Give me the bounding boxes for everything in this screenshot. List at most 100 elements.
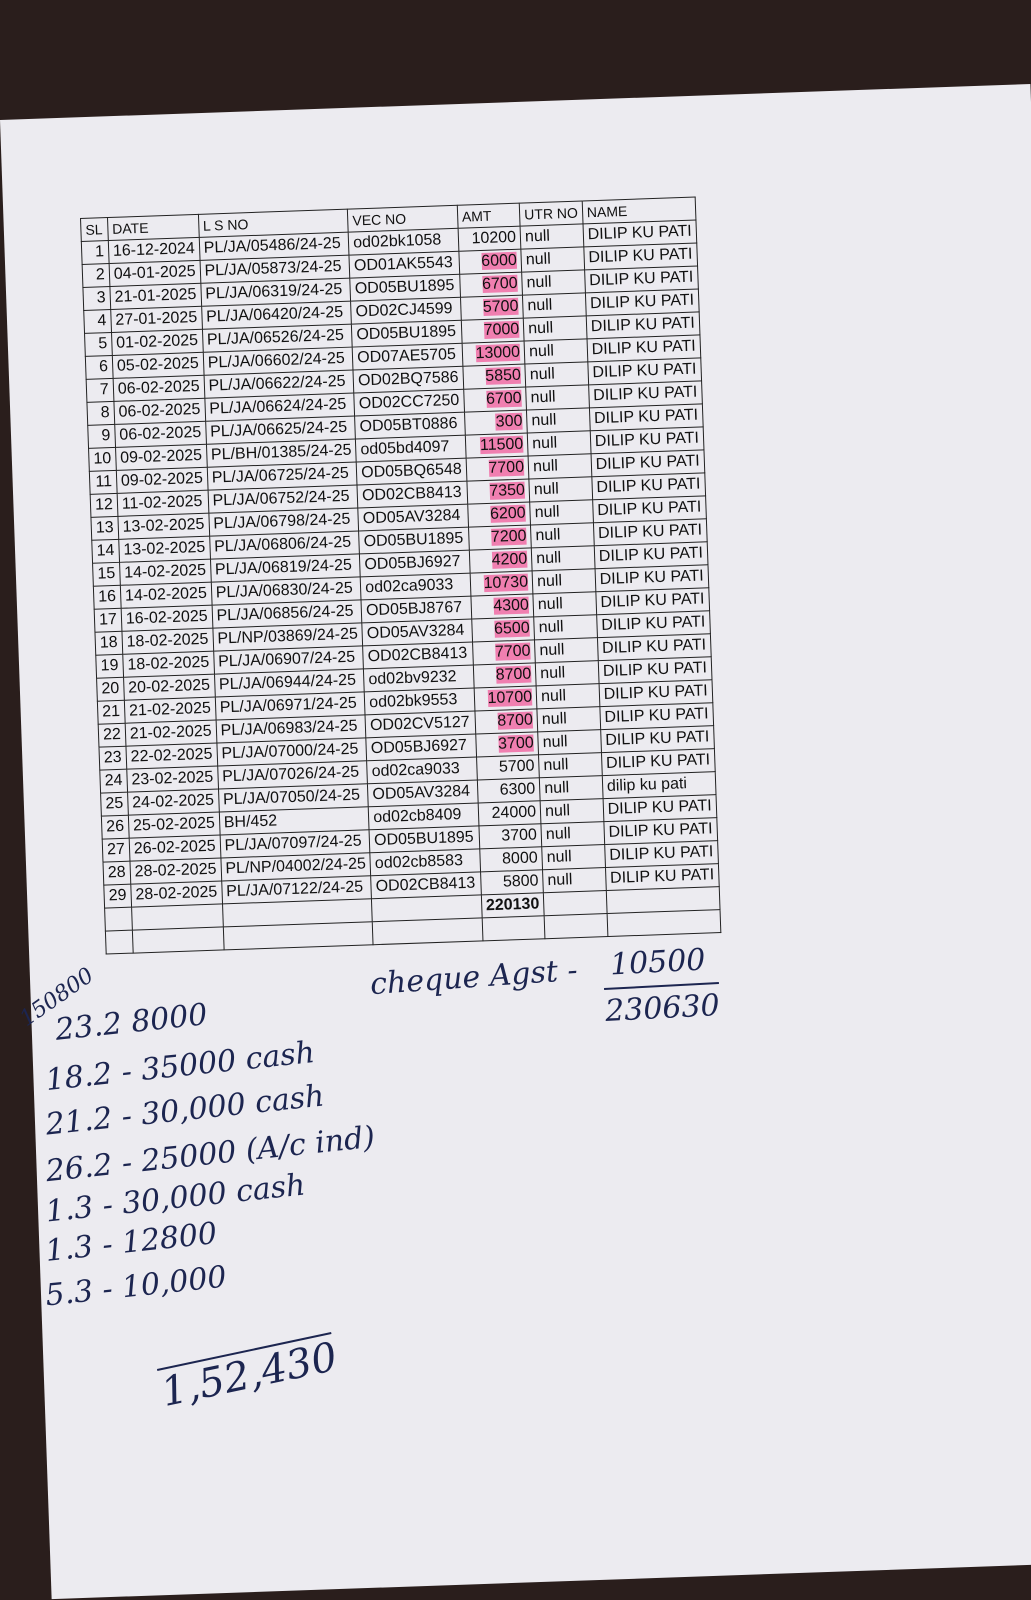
cell-text: PL/JA/06319/24-25 [205, 280, 343, 303]
cell: null [526, 407, 591, 434]
cell-text: OD05BT0886 [359, 414, 458, 436]
cell-text: OD01AK5543 [353, 254, 453, 275]
cell-text: null [537, 595, 564, 614]
cell-text: 28-02-2025 [134, 860, 217, 881]
cell: 26 [101, 815, 129, 840]
cell-text: PL/JA/06983/24-25 [220, 717, 358, 740]
cell: 2 [82, 263, 110, 288]
cell-text: 7700 [494, 642, 531, 661]
cell-text: 12 [94, 496, 114, 514]
cell-text: 7 [99, 381, 110, 399]
cell-text: DILIP KU PATI [607, 797, 712, 818]
cell: 5700 [476, 754, 540, 780]
cell-text: 18-02-2025 [126, 630, 209, 651]
cell-text: 6300 [499, 780, 536, 799]
cell-text: OD05BJ6927 [370, 736, 468, 758]
cell-text: PL/JA/05873/24-25 [204, 257, 342, 280]
cell-text: PL/NP/04002/24-25 [225, 855, 367, 878]
cell-text: DILIP KU PATI [592, 360, 697, 382]
cell-text: OD02CV5127 [369, 713, 470, 735]
cell-text: od02cb8583 [374, 852, 464, 873]
cell: null [534, 637, 599, 663]
cell-text: 5700 [482, 297, 519, 316]
cell: 04-01-2025 [108, 260, 201, 287]
cell: 27 [102, 838, 130, 863]
header-cell: AMT [456, 203, 521, 229]
cell-text: 27 [106, 840, 126, 859]
cell: 16 [93, 585, 121, 610]
cell-text: null [532, 457, 559, 476]
cell-text: 27-01-2025 [115, 308, 198, 329]
cell: 13000 [461, 341, 525, 367]
cell: 20 [96, 677, 125, 702]
cell: null [524, 338, 588, 365]
cell-text: null [545, 825, 572, 844]
cell: 220130 [481, 892, 545, 918]
cell-text: 06-02-2025 [117, 377, 200, 398]
cell: 21-02-2025 [124, 697, 216, 724]
cell: 18 [94, 631, 123, 656]
cell-text: od02bk9553 [368, 691, 458, 712]
cell-text: PL/JA/06830/24-25 [215, 579, 354, 602]
cell-text: OD02CB8413 [367, 644, 468, 666]
cell: 05-02-2025 [112, 352, 204, 379]
cell: null [533, 614, 598, 640]
cell: 7000 [461, 318, 525, 344]
cell-text: null [531, 411, 557, 430]
cell: 15 [92, 562, 121, 587]
cell-text: PL/JA/07026/24-25 [221, 763, 360, 786]
cell-text: DILIP KU PATI [587, 222, 692, 244]
cell-text: 25-02-2025 [132, 814, 216, 835]
cell: 11-02-2025 [116, 490, 209, 517]
cell-text: PL/JA/06856/24-25 [216, 602, 354, 625]
cell-text: 10200 [471, 228, 517, 248]
cell-text: OD05BU1895 [363, 529, 464, 551]
cell: null [536, 683, 600, 709]
cell: 23-02-2025 [126, 766, 219, 793]
cell: 7 [86, 378, 114, 403]
cell-text: null [524, 227, 551, 246]
cell-text: null [527, 319, 554, 338]
total: 220130 [485, 895, 540, 915]
cell-text: 7000 [483, 320, 520, 339]
cell: null [541, 821, 605, 847]
cell: 13 [90, 516, 119, 541]
cell-text: 01-02-2025 [115, 331, 199, 352]
cell: 01-02-2025 [111, 329, 203, 356]
cell: 8 [86, 401, 115, 426]
cell-text: 21-01-2025 [114, 285, 197, 306]
cell-text: PL/JA/06725/24-25 [211, 464, 350, 487]
cell: 3700 [475, 731, 539, 757]
cell: 21-01-2025 [109, 283, 202, 310]
cell-text: 26 [105, 817, 125, 836]
header-cell: SL [80, 217, 109, 242]
cell-text: 11500 [479, 435, 524, 455]
cell-text: OD07AE5705 [356, 345, 457, 367]
cell: 14-02-2025 [120, 582, 212, 609]
cell: 10730 [469, 570, 533, 597]
cell: null [531, 545, 595, 571]
cell-text: 6000 [480, 251, 518, 271]
cell-text: 16-12-2024 [112, 240, 196, 260]
cell-text: od02ca9033 [371, 760, 461, 781]
cell-text: null [535, 549, 562, 568]
cell-text: OD05BU1895 [354, 276, 455, 298]
cheque-amount: 10500 [609, 942, 707, 983]
cheque-total: 230630 [604, 982, 721, 1029]
cell-text: DILIP KU PATI [605, 751, 711, 772]
cell-text: PL/JA/06622/24-25 [208, 372, 346, 395]
cell-text: OD05BU1895 [356, 322, 457, 344]
cell-text: OD05AV3284 [366, 621, 465, 643]
cell-text: DILIP KU PATI [590, 314, 696, 336]
cell-text: PL/JA/06971/24-25 [219, 694, 358, 717]
cell: 09-02-2025 [116, 467, 208, 494]
cell-text: DILIP KU PATI [599, 567, 704, 589]
cell: 22-02-2025 [125, 743, 218, 770]
cell-text: null [543, 756, 569, 775]
cell-text: null [529, 365, 556, 384]
cell: 18-02-2025 [121, 628, 214, 655]
cell-text: 24000 [491, 803, 537, 822]
cell: 6700 [459, 272, 523, 298]
cell-text: 15 [97, 564, 116, 583]
cell [372, 917, 483, 945]
